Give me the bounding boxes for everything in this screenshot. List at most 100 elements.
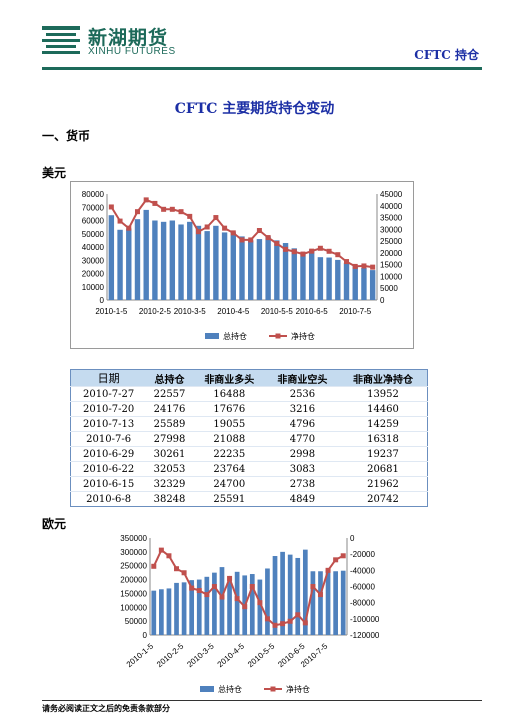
bar [212,572,217,635]
cell-net: 13952 [367,388,399,400]
cell-short: 4770 [289,433,316,445]
line-point [248,237,254,243]
cell-short: 2998 [289,448,316,460]
y-tick-right: 35000 [380,214,403,223]
line-point [222,225,228,231]
bar [239,236,245,300]
cell-date: 2010-6-29 [82,448,135,460]
footer-divider [42,700,482,701]
bar [265,236,271,300]
bar [189,580,195,635]
bar [325,569,331,635]
line-point [126,225,132,231]
legend-swatch-bar [200,686,214,692]
line-point [291,249,297,255]
y-tick-right: 25000 [380,237,403,246]
y-tick-right: -20000 [350,550,375,559]
table-row: 2010-7-20 24176 17676 3216 14460 [70,401,428,417]
bar [174,582,179,635]
y-tick-left: 50000 [82,230,105,239]
cell-date: 2010-6-15 [82,478,135,490]
y-tick-left: 150000 [120,589,147,598]
line-point [249,584,255,589]
line-point [158,547,164,553]
bar [196,579,202,635]
line-point [187,213,193,219]
y-tick-right: -120000 [350,631,380,640]
y-tick-right: 30000 [380,225,403,234]
bar [160,221,167,300]
table-row: 2010-7-13 25589 19055 4796 14259 [70,416,428,432]
line-point [152,200,158,206]
col-header-net: 非商业净持仓 [338,369,428,387]
bar [126,228,132,300]
bar [287,554,293,635]
cell-net: 19237 [367,448,399,460]
line-point [361,263,367,269]
y-tick-left: 70000 [82,203,105,212]
line-point [272,622,278,628]
cell-total: 25589 [153,418,186,430]
line-point [151,563,157,569]
y-tick-right: 5000 [380,284,398,293]
bar [151,590,157,635]
bar [352,266,358,300]
line-point [317,592,323,598]
table-row: 2010-7-6 27998 21088 4770 16318 [70,431,428,447]
usd-positions-table: 日期 总持仓 非商业多头 非商业空头 非商业净持仓 2010-7-27 2255… [70,369,428,507]
bar [117,229,123,300]
bar [343,262,350,300]
cell-date: 2010-7-20 [82,403,135,415]
y-tick-left: 50000 [125,617,148,626]
cell-total: 32329 [153,478,186,490]
disclaimer-footer: 请务必阅读正文之后的免责条款部分 [42,703,170,713]
bar [204,576,210,635]
cell-total: 27998 [153,433,186,445]
eur-heading: 欧元 [42,517,67,531]
x-tick: 2010-4-5 [217,307,250,316]
line-point [265,235,271,241]
line-point [134,209,140,215]
bar [282,243,289,300]
bar [361,267,367,300]
line-point [310,584,316,589]
cell-total: 30261 [153,448,186,460]
y-tick-right: 10000 [380,272,403,281]
bar [219,567,225,635]
bar [195,225,202,300]
cell-short: 2536 [289,388,316,400]
eur-chart-frame: 0 50000 100000 150000 200000 250000 300000 3500… [100,528,390,700]
usd-heading: 美元 [42,166,67,180]
x-tick: 2010-1-5 [95,307,128,316]
legend-label-line: 净持仓 [291,331,315,341]
table-row: 2010-6-15 32329 24700 2738 21962 [70,476,428,492]
y-tick-right: -100000 [350,615,380,624]
legend-marker-line [270,686,276,692]
cell-net: 14259 [367,418,399,430]
table-header-row: 日期 总持仓 非商业多头 非商业空头 非商业净持仓 [70,369,428,387]
y-tick-right: -60000 [350,583,375,592]
bar [227,579,232,635]
line-point [230,230,236,236]
line-point [227,575,233,581]
line-point [274,240,280,246]
line-point [166,553,172,559]
header-tag: CFTC 持仓 [414,48,479,62]
bar [234,571,240,635]
cell-total: 32053 [153,463,186,475]
x-tick: 2010-4-5 [216,641,247,669]
y-tick-left: 250000 [120,562,147,571]
bar [230,232,236,300]
line-point [335,252,341,258]
y-tick-right: 15000 [380,261,403,270]
bar [249,574,255,635]
bar [152,220,158,300]
cell-total: 24176 [153,403,186,415]
cell-short: 3083 [289,463,316,475]
line-point [213,215,219,221]
cell-short: 2738 [289,478,316,490]
line-point [161,206,167,212]
bar [308,249,315,300]
line-point [204,224,210,230]
cell-long: 23764 [213,463,246,475]
